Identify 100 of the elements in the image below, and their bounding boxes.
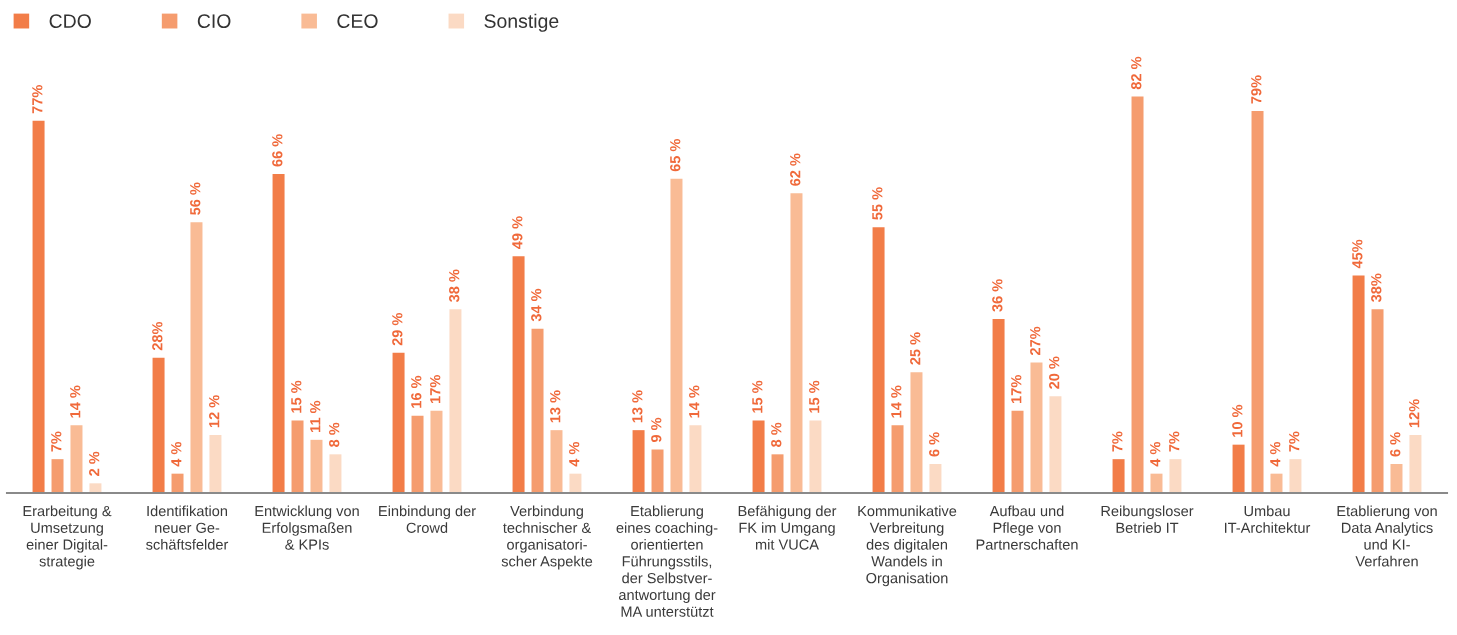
bar	[512, 256, 525, 493]
x-tick-label: Aufbau und Pflege von Partnerschaften	[976, 505, 1078, 550]
data-label: 25 %	[910, 332, 921, 365]
bar	[809, 420, 822, 493]
bar	[1150, 473, 1163, 493]
data-label: 11 %	[310, 400, 321, 432]
data-label: 6 %	[1390, 432, 1401, 457]
bar	[1049, 396, 1062, 493]
bar	[1232, 444, 1245, 493]
bar	[891, 425, 904, 493]
data-label: 28%	[152, 321, 163, 351]
x-tick-label: Umbau IT-Architektur	[1224, 505, 1311, 533]
bar	[310, 439, 323, 493]
bar	[1352, 275, 1365, 493]
data-label: 49 %	[512, 216, 523, 249]
data-label: 15 %	[752, 380, 763, 413]
data-label: 8 %	[329, 422, 340, 447]
bar	[449, 309, 462, 493]
data-label: 4 %	[1270, 441, 1281, 467]
data-label: 77%	[32, 85, 43, 114]
bar	[569, 473, 582, 493]
bar	[209, 434, 222, 493]
bar	[1270, 473, 1283, 493]
data-label: 14 %	[891, 385, 902, 418]
data-label: 29 %	[392, 313, 403, 346]
data-label: 7%	[51, 431, 62, 452]
bar	[272, 173, 285, 493]
x-tick-label: Reibungsloser Betrieb IT	[1101, 505, 1194, 533]
data-label: 36 %	[992, 279, 1003, 312]
data-label: 45%	[1352, 239, 1363, 269]
data-label: 4 %	[569, 441, 580, 467]
data-label: 13 %	[550, 390, 561, 423]
x-tick-label: Etablierung von Data Analytics und KI- Verfahren	[1337, 505, 1437, 567]
data-label: 27%	[1030, 326, 1041, 356]
bar	[910, 372, 923, 493]
bar	[790, 193, 803, 493]
data-label: 9 %	[651, 417, 662, 443]
data-label: 4 %	[1150, 441, 1161, 467]
data-label: 7%	[1169, 431, 1180, 452]
bar	[32, 120, 45, 493]
data-label: 12 %	[209, 395, 220, 428]
bar	[329, 454, 342, 493]
data-label: 16 %	[411, 375, 422, 408]
data-label: 56 %	[190, 182, 201, 215]
bar	[550, 430, 563, 493]
data-label: 20 %	[1049, 356, 1060, 389]
data-label: 82 %	[1131, 56, 1142, 90]
data-label: 17%	[1011, 375, 1022, 403]
bar	[531, 328, 544, 493]
x-tick-label: Befähigung der FK im Umgang mit VUCA	[738, 505, 837, 550]
bar	[89, 483, 102, 493]
bar	[51, 459, 64, 493]
bar	[632, 430, 645, 493]
bar	[651, 449, 664, 493]
bar	[152, 357, 165, 493]
x-tick-label: Identifikation neuer Ge- schäftsfelder	[146, 505, 229, 550]
legend-label: CEO	[337, 14, 378, 28]
x-tick-label: Verbindung technischer & organisatori- scher Aspekte	[501, 505, 593, 570]
data-label: 14 %	[689, 385, 700, 418]
data-label: 10 %	[1232, 404, 1243, 437]
data-label: 66 %	[272, 134, 283, 167]
data-label: 65 %	[670, 139, 681, 172]
bar	[1251, 111, 1264, 493]
bar	[1030, 362, 1043, 493]
data-label: 12%	[1409, 399, 1420, 428]
bar	[392, 352, 405, 493]
bar	[1011, 410, 1024, 493]
bar	[752, 420, 765, 493]
bar	[1289, 459, 1302, 493]
bar	[1371, 309, 1384, 493]
bar	[992, 318, 1005, 493]
bar	[430, 410, 443, 493]
bar	[1112, 459, 1125, 493]
bar	[291, 420, 304, 493]
data-label: 7%	[1289, 431, 1300, 452]
x-tick-label: Entwicklung von Erfolgsmaßen & KPIs	[255, 505, 359, 550]
data-label: 55 %	[872, 187, 883, 220]
bar	[929, 464, 942, 493]
data-label: 13 %	[632, 390, 643, 423]
x-tick-label: Kommunikative Verbreitung des digitalen Wandels in Organisation	[858, 505, 957, 587]
x-tick-label: Einbindung der Crowd	[379, 505, 476, 533]
bar	[1169, 459, 1182, 493]
bar	[771, 454, 784, 493]
data-label: 15 %	[809, 380, 820, 413]
data-label: 38%	[1371, 273, 1382, 303]
data-label: 7%	[1112, 431, 1123, 452]
data-label: 17%	[430, 375, 441, 403]
bar	[689, 425, 702, 493]
x-tick-label: Etablierung eines coaching- orientierten Führungsstils, der Selbstver- antwortung der MA unterstützt	[616, 505, 718, 617]
x-tick-label: Erarbeitung & Umsetzung einer Digital- strategie	[23, 505, 112, 570]
data-label: 34 %	[531, 288, 542, 322]
data-label: 38 %	[449, 269, 460, 303]
legend-label: CIO	[197, 14, 231, 28]
data-label: 14 %	[70, 385, 81, 418]
bar	[1390, 464, 1403, 493]
data-label: 79%	[1251, 75, 1262, 104]
bar	[190, 222, 203, 493]
data-label: 62 %	[790, 153, 801, 186]
bar	[1409, 434, 1422, 493]
legend-label: CDO	[49, 14, 91, 28]
